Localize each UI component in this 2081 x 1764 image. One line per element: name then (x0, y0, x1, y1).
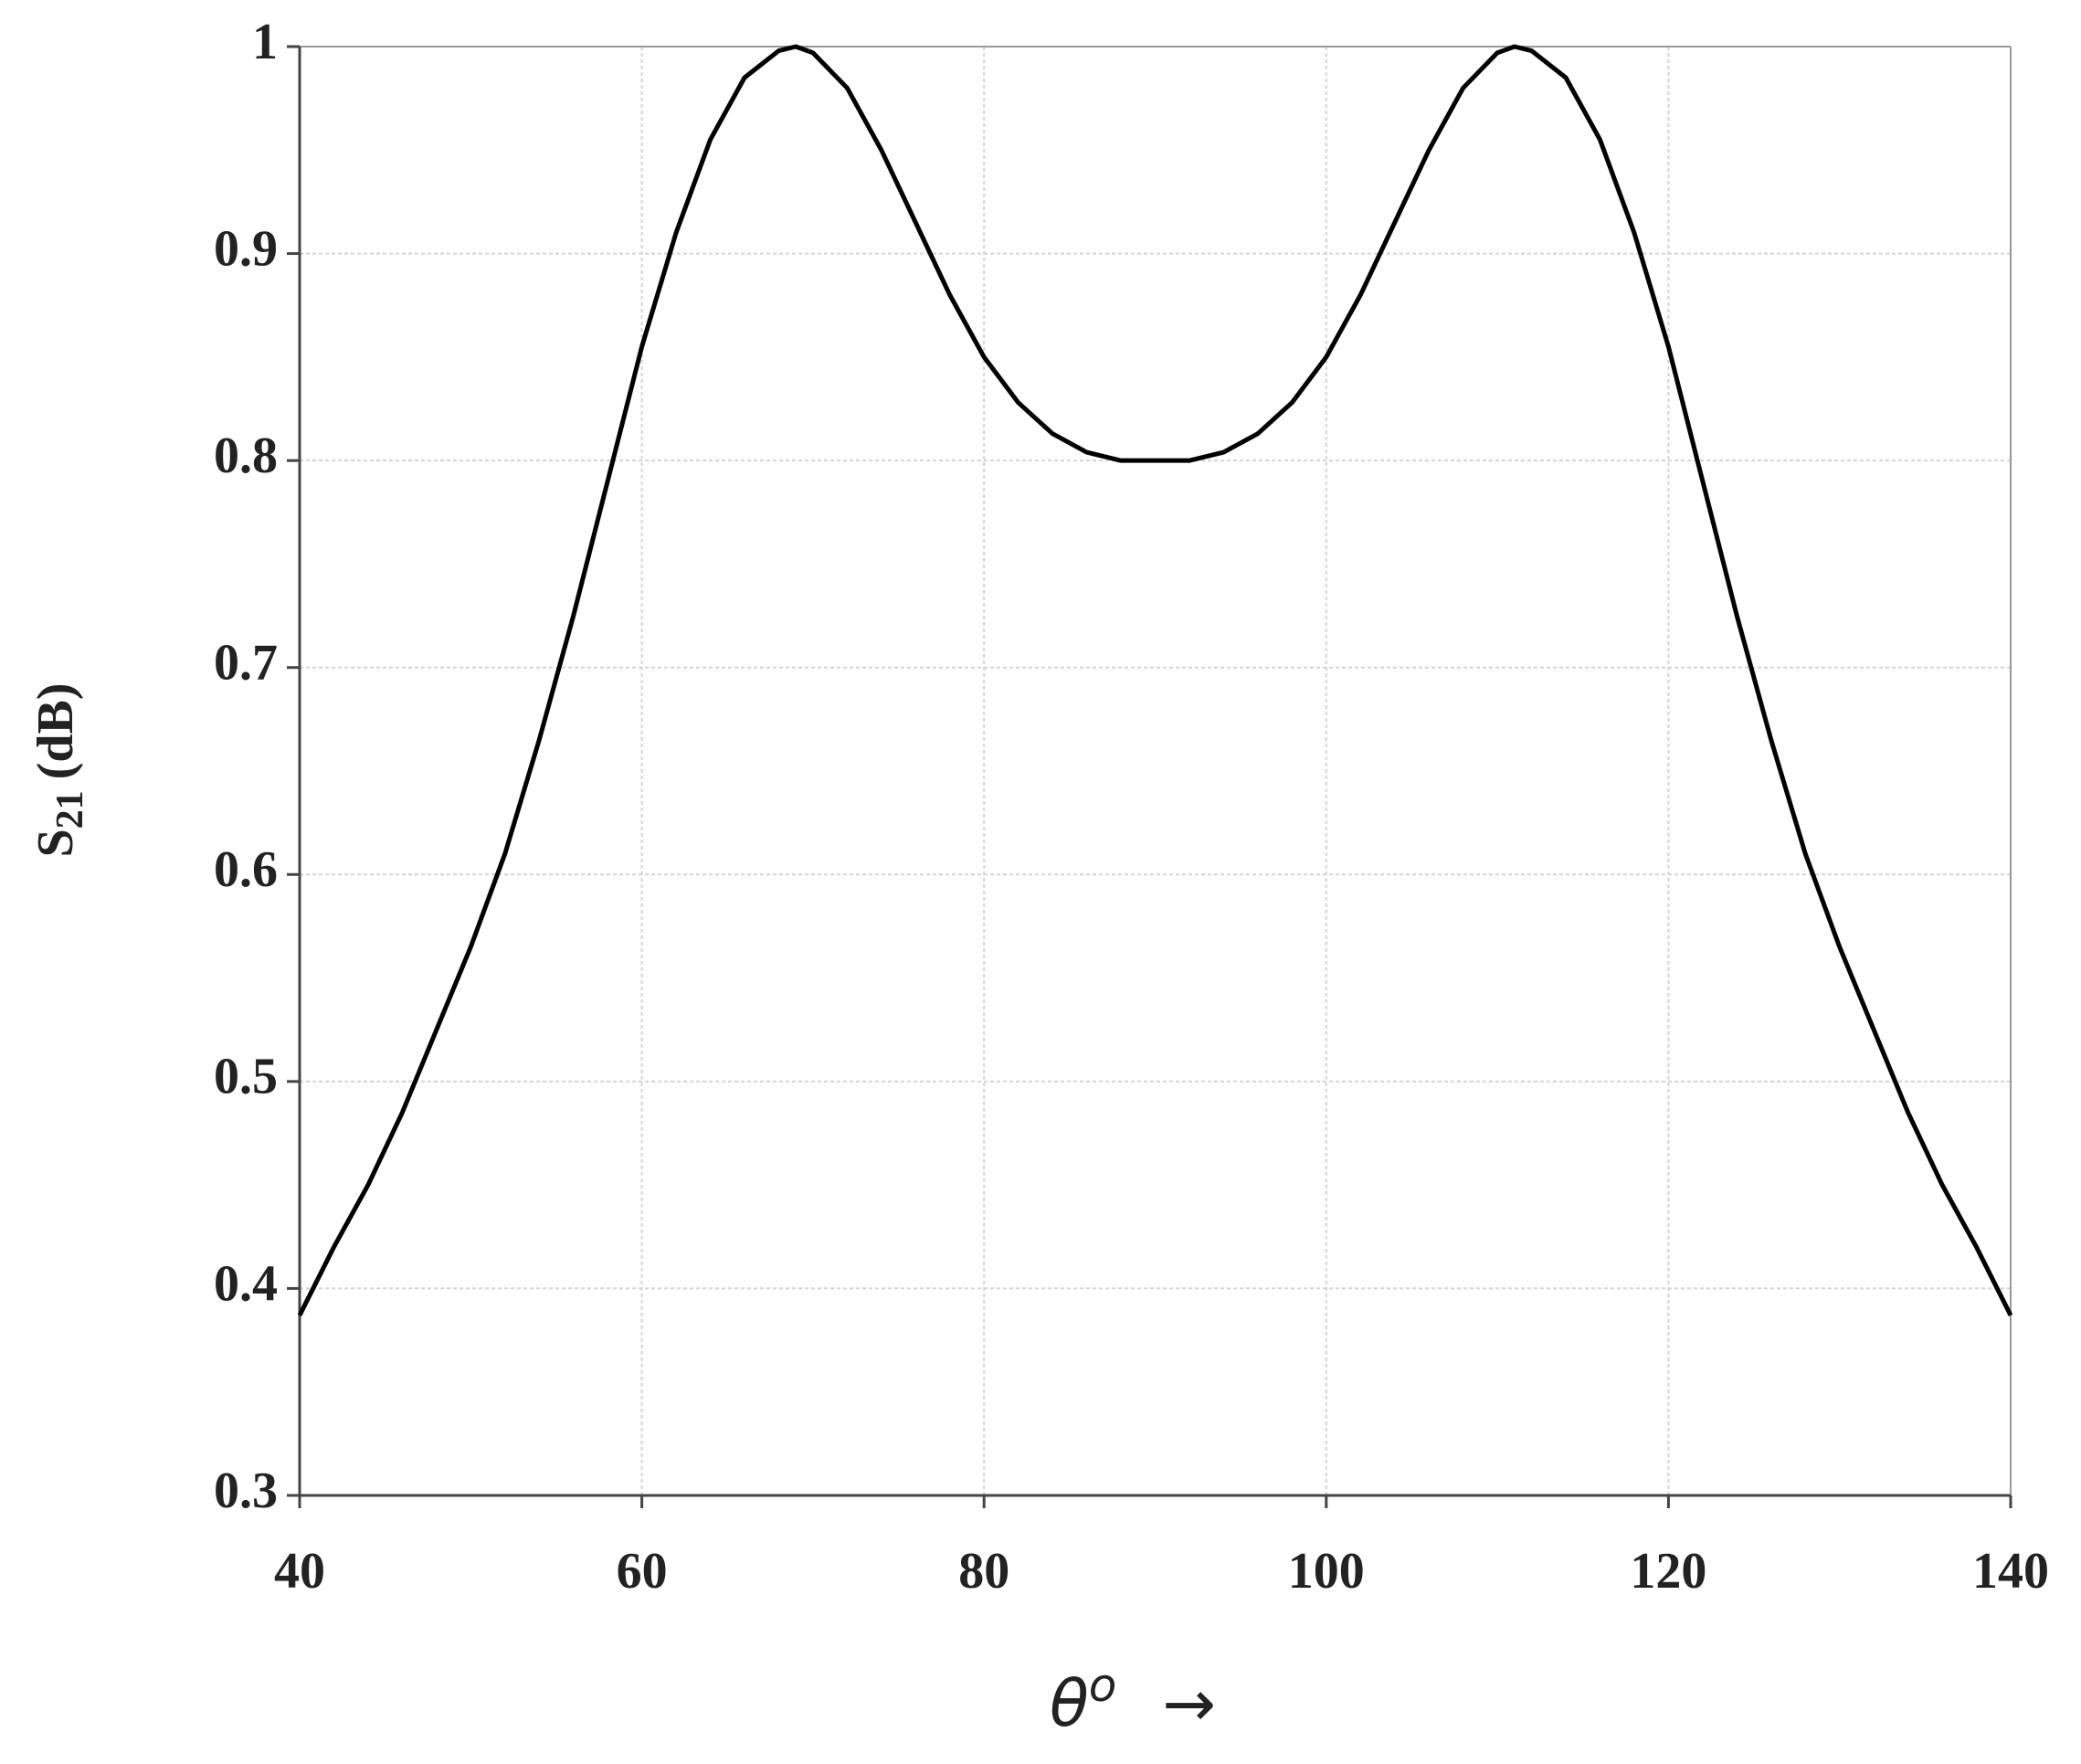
y-axis-label: S21 (dB) (27, 683, 91, 858)
x-tick-label: 80 (958, 1543, 1009, 1600)
y-tick-label: 0.3 (214, 1463, 278, 1519)
x-tick-label: 140 (1972, 1543, 2049, 1600)
x-label-sup: o (1089, 1659, 1117, 1712)
x-label-arrow: → (1162, 1666, 1216, 1741)
y-tick-label: 0.5 (214, 1049, 278, 1105)
data-line (297, 44, 2013, 1316)
y-tick-label: 1 (252, 14, 278, 70)
y-label-sub: 21 (49, 790, 91, 829)
x-tick-label: 60 (617, 1543, 668, 1600)
y-tick-label: 0.6 (214, 841, 278, 898)
y-tick-label: 0.7 (214, 635, 278, 692)
x-label-main: θ (1050, 1666, 1089, 1741)
y-tick-label: 0.9 (214, 220, 278, 277)
x-tick-label: 40 (274, 1543, 325, 1600)
y-label-unit: (dB) (27, 683, 84, 780)
y-tick-label: 0.4 (214, 1255, 278, 1312)
y-label-main: S (27, 829, 84, 857)
y-tick-label: 0.8 (214, 428, 278, 484)
x-axis-label: θo → (1050, 1659, 1216, 1742)
x-tick-label: 100 (1288, 1543, 1365, 1600)
x-tick-label: 120 (1630, 1543, 1706, 1600)
